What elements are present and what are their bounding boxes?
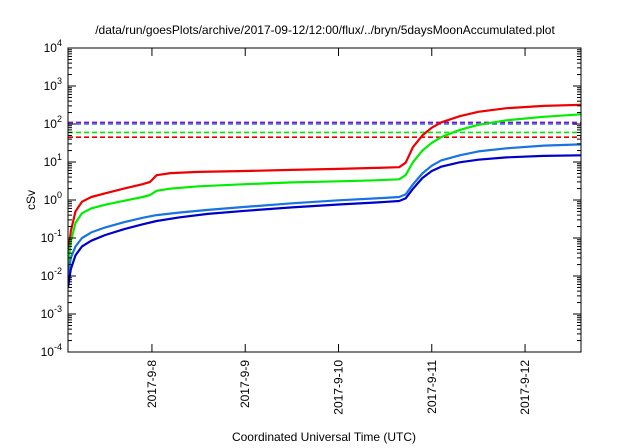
- threshold-lines: [68, 121, 581, 138]
- x-tick-label: 2017-9-11: [425, 360, 439, 414]
- y-axis: 10-4 10-3 10-2 10-1 100 101 102 103 104: [41, 38, 581, 359]
- y-tick-label: 10-3: [41, 304, 62, 321]
- series-line-2: [68, 143, 581, 277]
- y-axis-label: cSv: [24, 190, 38, 210]
- series-line-3: [68, 154, 581, 288]
- x-tick-label: 2017-9-10: [332, 360, 346, 415]
- x-tick-label: 2017-9-8: [145, 360, 159, 408]
- y-tick-label: 103: [44, 76, 62, 93]
- x-tick-label: 2017-9-9: [238, 360, 252, 408]
- y-tick-label: 104: [44, 38, 62, 55]
- y-tick-label: 10-2: [41, 266, 62, 283]
- y-tick-label: 100: [44, 190, 62, 207]
- y-tick-label: 10-1: [41, 228, 62, 245]
- y-tick-label: 102: [44, 114, 62, 131]
- series-lines: [68, 103, 581, 288]
- series-line-0: [68, 103, 581, 259]
- y-tick-label: 101: [44, 152, 62, 169]
- x-axis: 2017-9-8 2017-9-9 2017-9-10 2017-9-11 2017-9…: [145, 48, 532, 415]
- x-axis-label: Coordinated Universal Time (UTC): [232, 430, 416, 444]
- x-tick-label: 2017-9-12: [518, 360, 532, 415]
- series-line-1: [68, 113, 581, 265]
- plot-frame: [67, 47, 582, 353]
- y-tick-label: 10-4: [41, 342, 62, 359]
- chart-title: /data/run/goesPlots/archive/2017-09-12/1…: [95, 23, 555, 37]
